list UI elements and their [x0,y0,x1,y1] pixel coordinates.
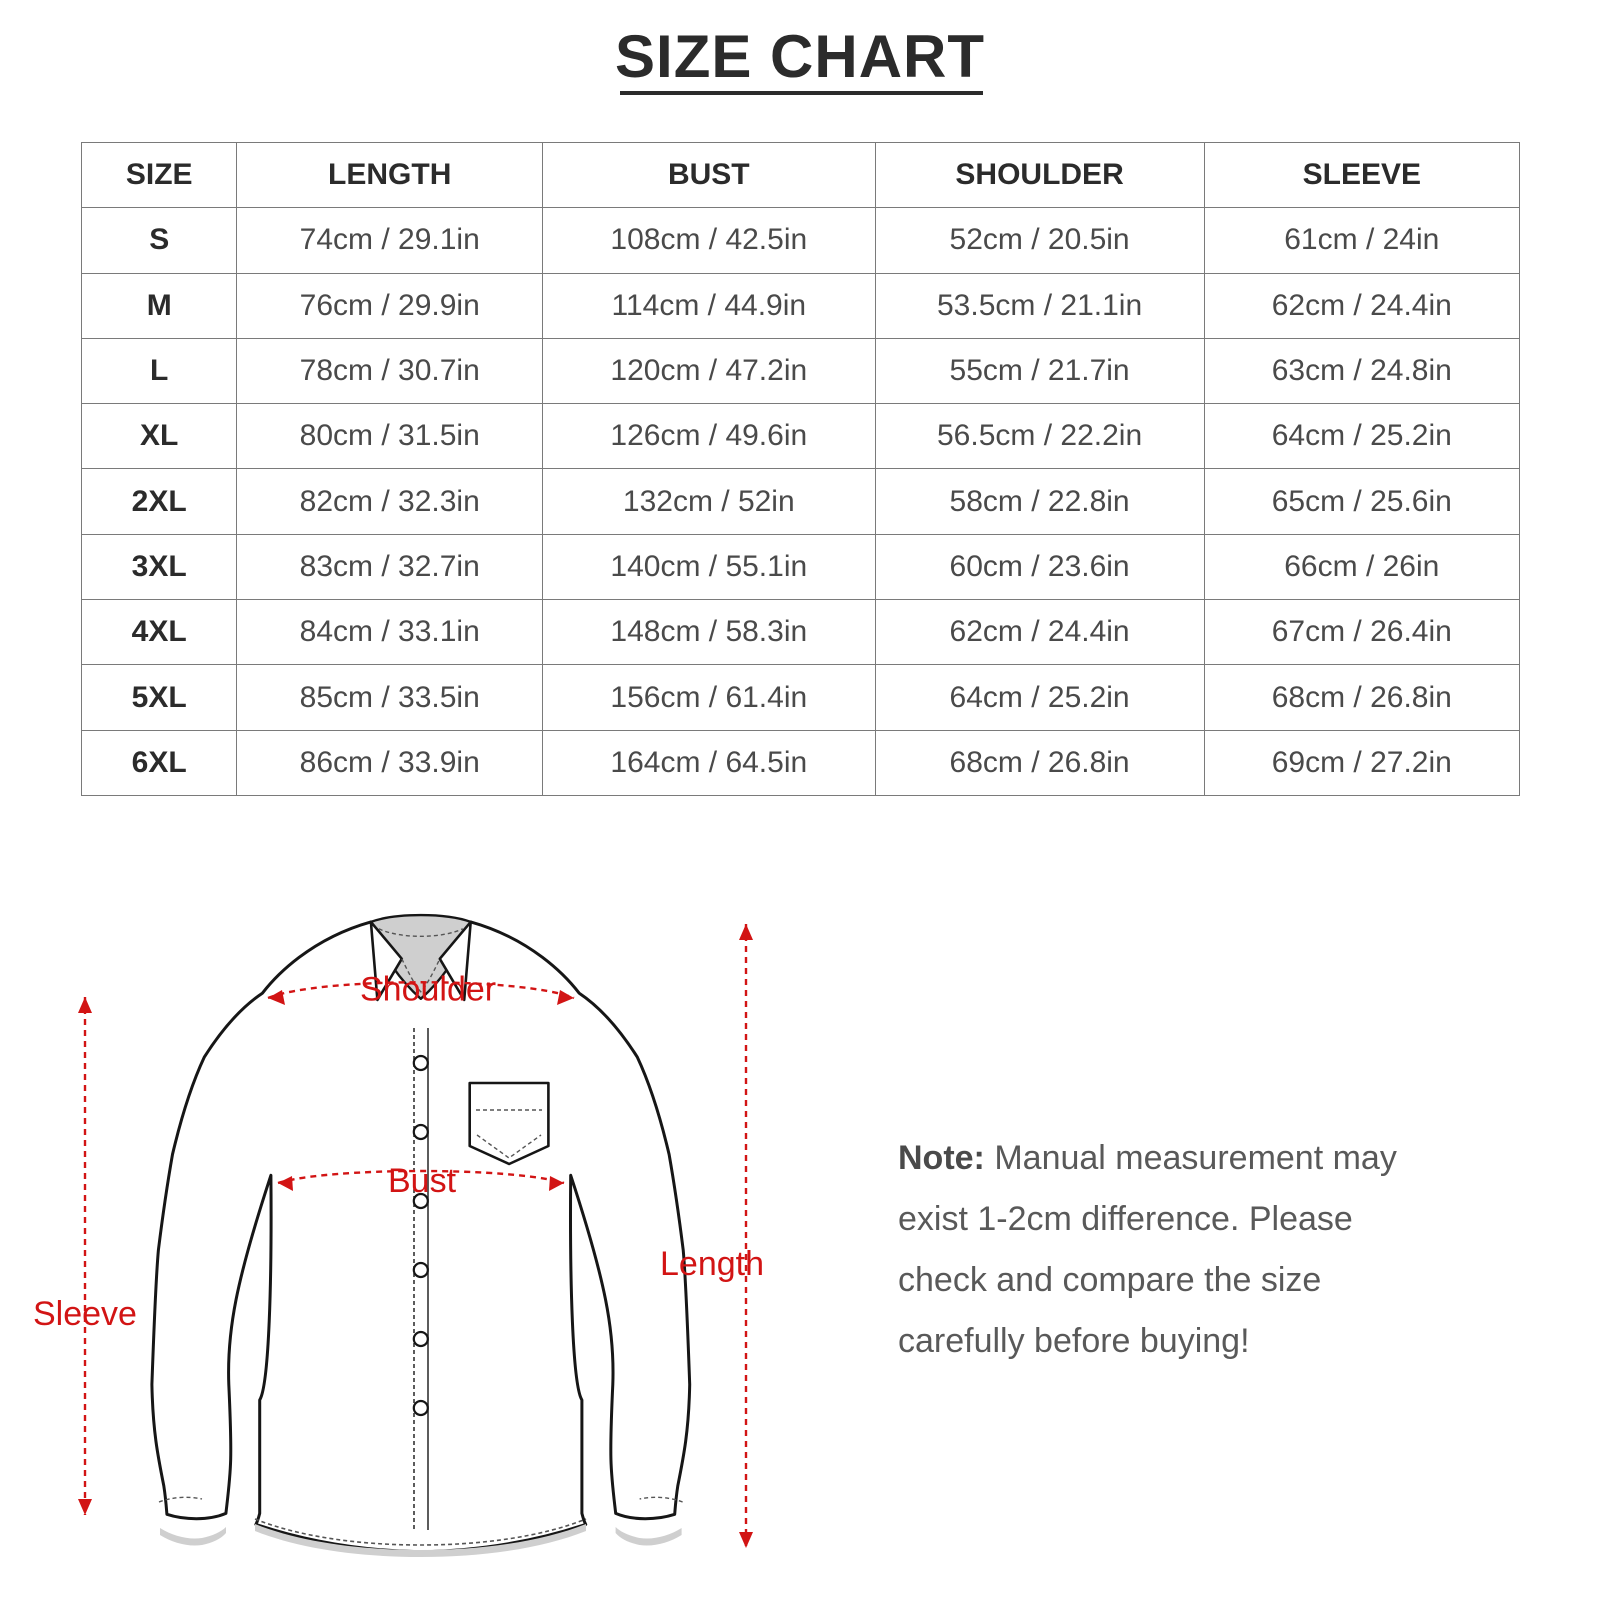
svg-text:Sleeve: Sleeve [33,1295,137,1333]
svg-text:Bust: Bust [388,1162,457,1200]
svg-text:Length: Length [660,1245,764,1283]
svg-text:Shoulder: Shoulder [360,971,496,1009]
